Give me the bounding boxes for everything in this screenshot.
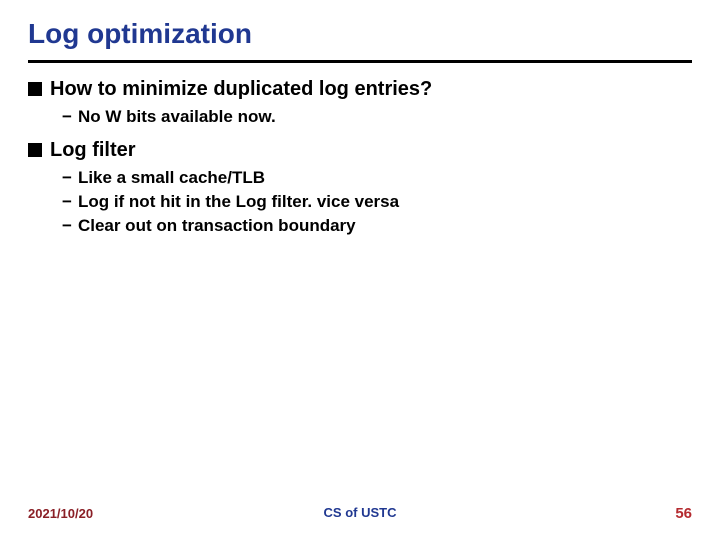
- dash-icon: −: [62, 215, 72, 237]
- slide-title: Log optimization: [28, 18, 692, 50]
- title-rule: [28, 60, 692, 63]
- bullet-l1: How to minimize duplicated log entries?: [28, 77, 692, 102]
- bullet-l2: − Like a small cache/TLB: [62, 167, 692, 189]
- square-bullet-icon: [28, 82, 42, 96]
- footer: 2021/10/20 CS of USTC 56: [28, 505, 692, 522]
- bullet-l2-text: Clear out on transaction boundary: [78, 215, 356, 237]
- bullet-group-1: Log filter − Like a small cache/TLB − Lo…: [28, 138, 692, 237]
- bullet-group-0: How to minimize duplicated log entries? …: [28, 77, 692, 128]
- bullet-l2-text: Like a small cache/TLB: [78, 167, 265, 189]
- dash-icon: −: [62, 106, 72, 128]
- dash-icon: −: [62, 191, 72, 213]
- footer-page-number: 56: [675, 505, 692, 522]
- bullet-l2-text: No W bits available now.: [78, 106, 276, 128]
- bullet-l2: − Log if not hit in the Log filter. vice…: [62, 191, 692, 213]
- slide: Log optimization How to minimize duplica…: [0, 0, 720, 540]
- footer-center: CS of USTC: [324, 505, 397, 520]
- bullet-l1-text: How to minimize duplicated log entries?: [50, 77, 432, 102]
- square-bullet-icon: [28, 143, 42, 157]
- bullet-l2: − No W bits available now.: [62, 106, 692, 128]
- dash-icon: −: [62, 167, 72, 189]
- footer-date: 2021/10/20: [28, 506, 93, 521]
- bullet-l2-text: Log if not hit in the Log filter. vice v…: [78, 191, 399, 213]
- bullet-l2: − Clear out on transaction boundary: [62, 215, 692, 237]
- bullet-l1: Log filter: [28, 138, 692, 163]
- bullet-l1-text: Log filter: [50, 138, 136, 163]
